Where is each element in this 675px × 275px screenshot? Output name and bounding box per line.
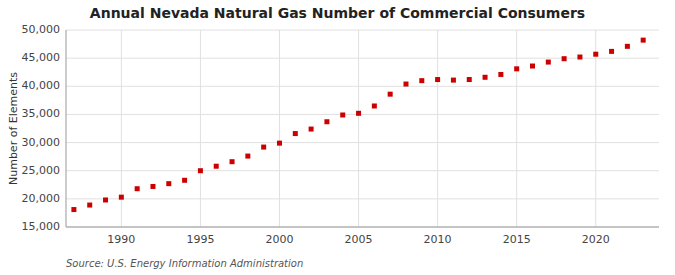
y-grid-line [66,58,659,59]
data-point [198,168,203,173]
y-grid-line [66,114,659,115]
y-grid-line [66,170,659,171]
data-point [609,49,614,54]
data-point [103,197,108,202]
data-point [498,72,503,77]
grid [66,30,659,227]
y-tick-label: 15,000 [22,220,61,233]
y-grid-line [66,30,659,31]
x-tick-label: 2000 [265,233,293,246]
data-point [119,195,124,200]
y-tick-label: 20,000 [22,192,61,205]
data-point [277,141,282,146]
chart: Annual Nevada Natural Gas Number of Comm… [0,0,675,275]
data-point [261,145,266,150]
y-grid-line [66,198,659,199]
data-point [245,154,250,159]
data-point [166,181,171,186]
x-tick-label: 1995 [186,233,214,246]
y-tick-label: 45,000 [22,51,61,64]
x-grid-line [516,30,517,227]
data-point [87,203,92,208]
data-point [467,77,472,82]
data-point [530,64,535,69]
x-tick-label: 1990 [107,233,135,246]
data-point [403,82,408,87]
data-point [230,159,235,164]
data-point [182,178,187,183]
x-grid-line [279,30,280,227]
x-tick-label: 2005 [345,233,373,246]
y-axis-line [66,30,67,227]
x-grid-line [358,30,359,227]
y-grid-line [66,86,659,87]
data-point [388,92,393,97]
data-point [546,60,551,65]
y-grid-line [66,142,659,143]
x-tick-label: 2010 [424,233,452,246]
data-point [214,164,219,169]
x-tick-label: 2015 [503,233,531,246]
y-tick-label: 25,000 [22,164,61,177]
x-grid-line [595,30,596,227]
y-grid-line [66,227,659,228]
data-point [372,103,377,108]
data-point [451,78,456,83]
data-point [625,44,630,49]
y-tick-label: 40,000 [22,79,61,92]
x-grid-line [200,30,201,227]
data-point [324,119,329,124]
x-axis-line [66,227,659,228]
data-point [150,184,155,189]
data-points [71,38,645,212]
axes: 15,000 20,000 25,000 30,000 35,000 40,000 45,0… [22,23,660,246]
data-point [340,112,345,117]
y-tick-label: 30,000 [22,136,61,149]
data-point [293,131,298,136]
title: Annual Nevada Natural Gas Number of Comm… [90,5,585,21]
y-axis-label: Number of Elements [7,72,20,185]
data-point [641,38,646,43]
data-point [514,66,519,71]
data-point [562,56,567,61]
data-point [483,75,488,80]
data-point [593,52,598,57]
source-note: Source: U.S. Energy Information Administ… [66,258,303,269]
data-point [577,55,582,60]
data-point [135,186,140,191]
x-tick-label: 2020 [582,233,610,246]
data-point [356,111,361,116]
data-point [309,127,314,132]
y-tick-label: 35,000 [22,107,61,120]
data-point [435,77,440,82]
data-point [419,78,424,83]
y-tick-label: 50,000 [22,23,61,36]
data-point [71,207,76,212]
x-grid-line [437,30,438,227]
